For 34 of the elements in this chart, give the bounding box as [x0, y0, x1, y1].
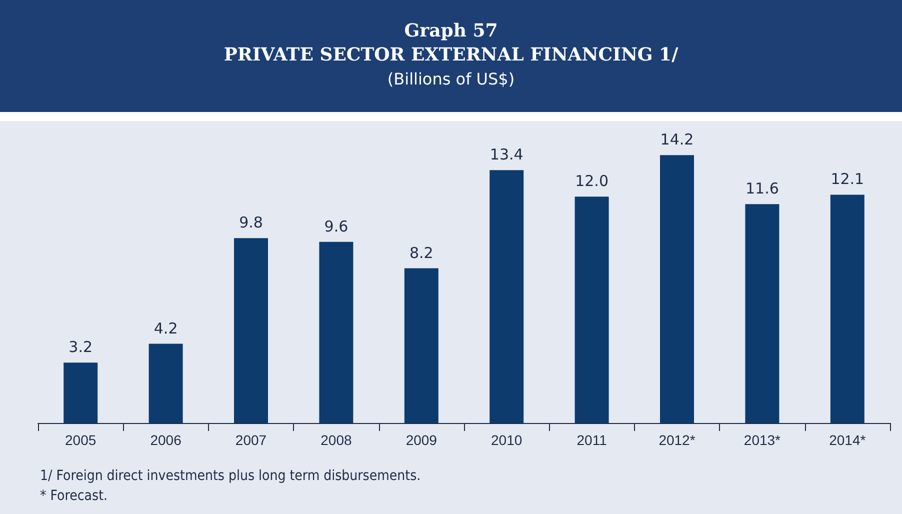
data-label: 4.2: [154, 319, 178, 338]
data-label: 3.2: [68, 338, 93, 356]
bar: [490, 170, 524, 423]
bar: [404, 268, 438, 423]
bar: [234, 238, 268, 423]
text: 1/ Foreign direct investments plus long term disbursements.: [40, 468, 421, 484]
data-label: 12.1: [830, 170, 864, 188]
bar: [745, 204, 780, 423]
x-tick-label: 2012*: [658, 432, 696, 448]
x-tick-label: 2013*: [744, 432, 782, 448]
data-label: 12.0: [575, 172, 609, 190]
x-tick-label: 2010: [491, 432, 522, 448]
x-tick-label: 2009: [406, 432, 438, 448]
text: * Forecast.: [40, 488, 108, 504]
data-label: 14.2: [660, 130, 694, 149]
x-tick-label: 2007: [235, 432, 267, 448]
data-label: 13.4: [490, 146, 524, 164]
x-tick-label: 2005: [65, 432, 96, 448]
x-tick-label: 2014*: [829, 432, 866, 448]
x-tick-label: 2008: [320, 432, 352, 448]
bar: [574, 196, 609, 423]
data-label: 11.6: [745, 180, 779, 198]
chart-title: Graph 57 PRIVATE SECTOR EXTERNAL FINANCING 1/: [224, 20, 679, 66]
data-label: 9.6: [324, 217, 348, 236]
bar: [64, 362, 98, 423]
x-tick-label: 2006: [150, 432, 182, 448]
data-label: 8.2: [409, 244, 434, 262]
bar: [319, 242, 354, 423]
data-label: 9.8: [239, 214, 263, 232]
bar: [830, 194, 864, 423]
chart-subtitle: (Billions of US$): [387, 70, 515, 88]
bar: [148, 344, 183, 423]
x-tick-label: 2011: [576, 432, 608, 448]
bar: [660, 155, 694, 423]
